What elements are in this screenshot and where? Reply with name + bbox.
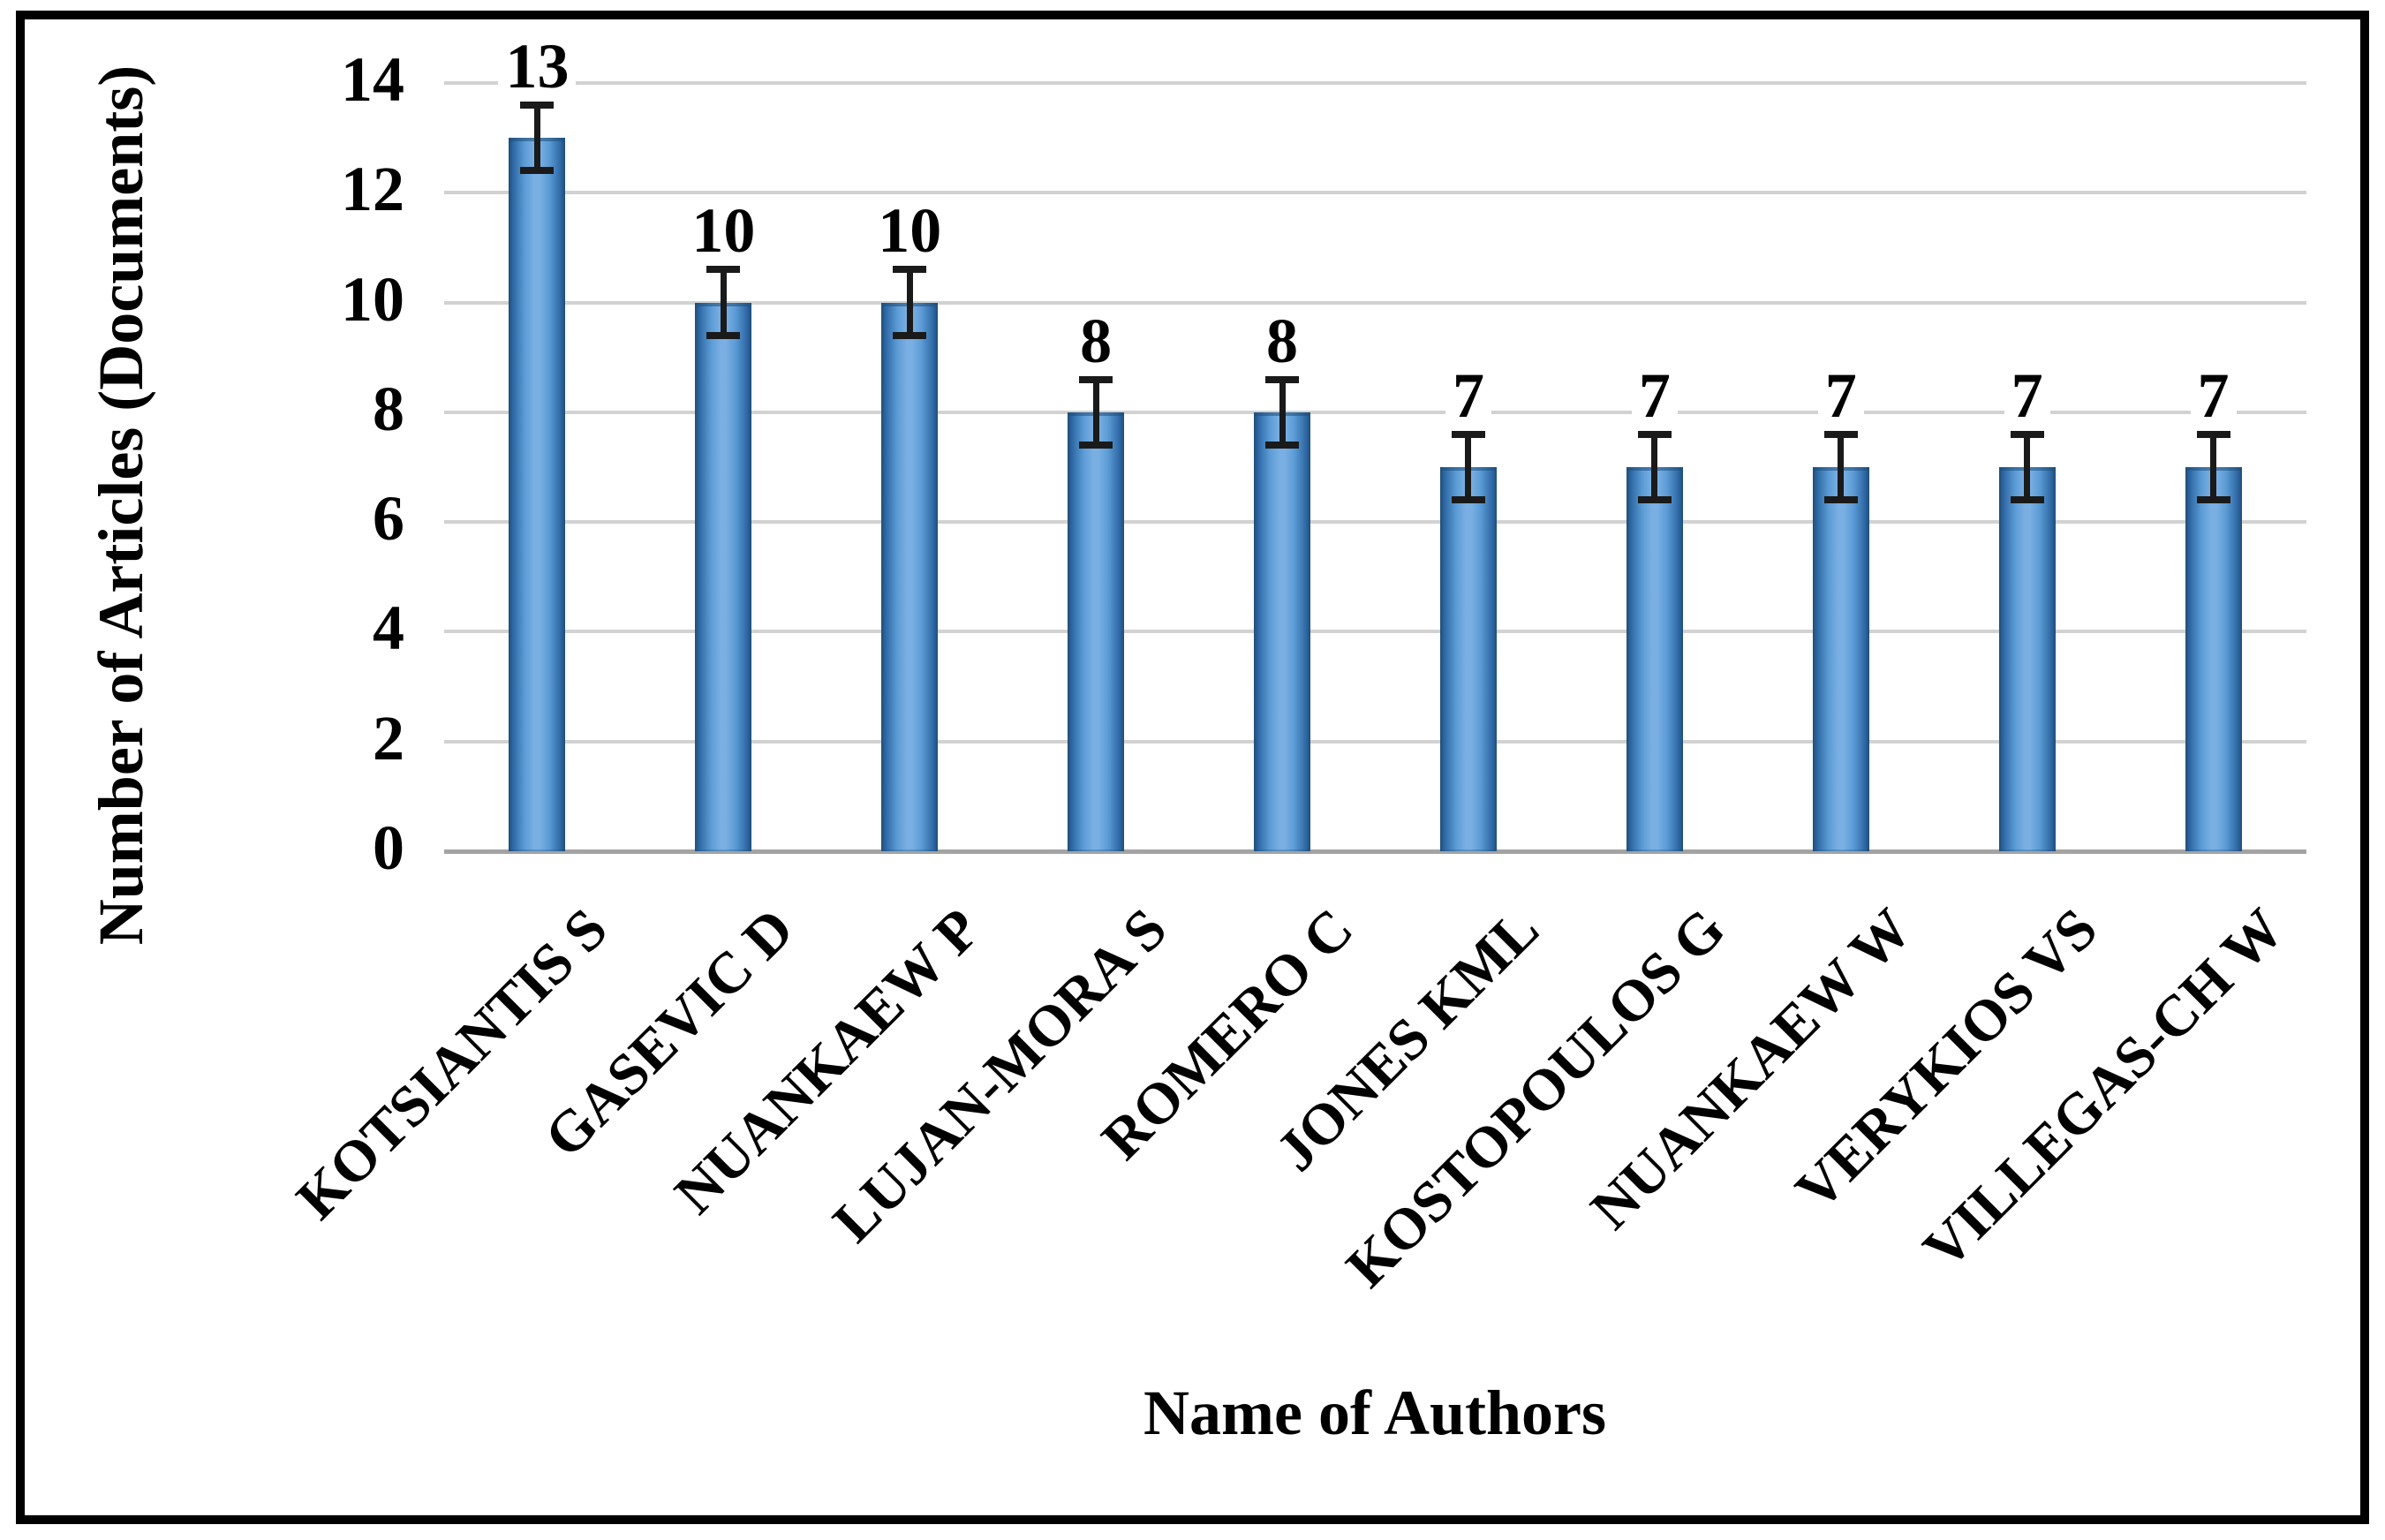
error-bar-cap-bottom: [2196, 496, 2230, 504]
error-bar-stem: [906, 269, 913, 336]
bar-data-label: 10: [684, 199, 763, 263]
y-axis-title: Number of Articles (Documents): [86, 64, 156, 946]
gridline: [444, 520, 2306, 525]
bar: [1812, 467, 1869, 851]
gridline: [444, 81, 2306, 85]
error-bar-cap-top: [1451, 430, 1485, 438]
gridline: [444, 300, 2306, 305]
gridline: [444, 410, 2306, 414]
error-bar-cap-top: [1823, 430, 1858, 438]
error-bar-stem: [1465, 434, 1472, 501]
error-bar-cap-top: [893, 266, 927, 274]
x-axis-title: Name of Authors: [1143, 1378, 1606, 1448]
bar-data-label: 10: [871, 199, 949, 263]
error-bar-cap-bottom: [1265, 442, 1300, 449]
error-bar-cap-top: [1079, 375, 1113, 383]
bar: [1626, 467, 1683, 851]
bar: [695, 302, 752, 851]
y-tick-label: 2: [373, 702, 404, 774]
bar-data-label: 8: [1259, 308, 1306, 373]
error-bar-cap-bottom: [893, 331, 927, 339]
bar-data-label: 8: [1073, 308, 1120, 373]
error-bar-cap-bottom: [520, 167, 555, 175]
error-bar-stem: [1838, 434, 1845, 501]
error-bar-cap-top: [520, 101, 555, 109]
bar: [1254, 411, 1311, 851]
error-bar-stem: [720, 269, 727, 336]
y-tick-label: 12: [341, 154, 404, 225]
gridline: [444, 191, 2306, 195]
error-bar-stem: [1279, 379, 1286, 446]
x-axis-baseline: [444, 849, 2306, 854]
error-bar-cap-bottom: [2010, 496, 2044, 504]
y-tick-label: 8: [373, 373, 404, 444]
error-bar-stem: [1651, 434, 1658, 501]
bar: [1998, 467, 2056, 851]
bar: [509, 138, 566, 851]
error-bar-stem: [2024, 434, 2031, 501]
bar-data-label: 7: [1445, 363, 1491, 427]
error-bar-cap-bottom: [1451, 496, 1485, 504]
bar: [1439, 467, 1497, 851]
bar: [881, 302, 939, 851]
error-bar-stem: [533, 104, 540, 171]
x-category-label: VILLEGAS-CH W: [1911, 896, 2297, 1282]
x-category-label: NUANKAEW W: [1578, 896, 1924, 1242]
y-tick-label: 4: [373, 593, 404, 664]
bar-data-label: 7: [2004, 363, 2050, 427]
y-tick-label: 6: [373, 483, 404, 555]
error-bar-cap-bottom: [706, 331, 741, 339]
x-category-label: LUJAN-MORA S: [820, 896, 1179, 1255]
error-bar-cap-bottom: [1079, 442, 1113, 449]
error-bar-cap-top: [706, 266, 741, 274]
bar-data-label: 7: [1817, 363, 1864, 427]
gridline: [444, 739, 2306, 744]
error-bar-cap-top: [2196, 430, 2230, 438]
error-bar-cap-top: [1637, 430, 1672, 438]
error-bar-cap-top: [1265, 375, 1300, 383]
bar: [1068, 411, 1125, 851]
y-tick-label: 10: [341, 263, 404, 335]
bar-data-label: 7: [1631, 363, 1678, 427]
bar-data-label: 7: [2190, 363, 2237, 427]
x-category-label: KOTSIANTIS S: [284, 896, 621, 1232]
y-tick-label: 0: [373, 812, 404, 883]
bar-data-label: 13: [498, 34, 577, 98]
error-bar-cap-bottom: [1637, 496, 1672, 504]
error-bar-cap-top: [2010, 430, 2044, 438]
gridline: [444, 630, 2306, 634]
error-bar-stem: [1092, 379, 1099, 446]
error-bar-stem: [2210, 434, 2217, 501]
y-tick-label: 14: [341, 44, 404, 115]
bar: [2185, 467, 2242, 851]
error-bar-cap-bottom: [1823, 496, 1858, 504]
